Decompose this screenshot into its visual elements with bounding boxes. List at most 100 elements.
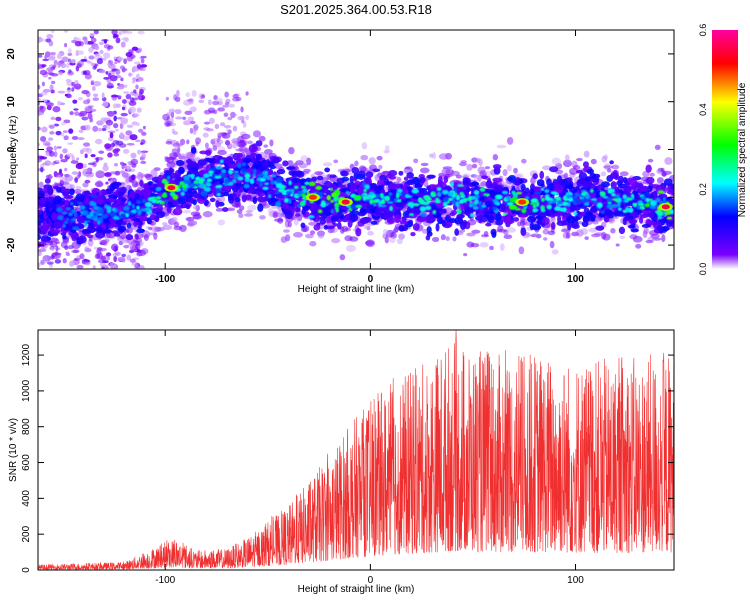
halo-blob <box>202 211 213 218</box>
noise-blob <box>101 92 105 99</box>
band-blob <box>470 181 480 186</box>
noise-blob <box>67 87 71 91</box>
noise-blob <box>121 163 125 170</box>
halo-blob <box>192 205 199 210</box>
core-blob <box>436 187 442 191</box>
band-blob <box>639 216 644 224</box>
band-blob <box>424 214 434 224</box>
band-blob <box>661 225 670 232</box>
halo-blob <box>303 168 311 173</box>
noise-blob <box>89 32 95 37</box>
halo-blob <box>153 232 158 240</box>
halo-blob <box>264 149 273 155</box>
noise-blob <box>209 110 216 114</box>
noise-blob <box>48 56 56 61</box>
halo-blob <box>635 243 642 249</box>
noise-blob <box>50 89 55 94</box>
band-blob <box>431 205 436 212</box>
noise-blob <box>76 63 82 69</box>
band-blob <box>53 220 62 230</box>
halo-blob <box>267 207 274 215</box>
noise-blob <box>215 97 223 102</box>
halo-blob <box>215 207 224 212</box>
band-blob <box>412 223 420 231</box>
noise-blob <box>54 259 62 264</box>
noise-blob <box>121 253 127 258</box>
band-blob <box>407 186 413 195</box>
halo-blob <box>496 144 507 149</box>
band-blob <box>481 175 489 180</box>
noise-blob <box>126 124 134 128</box>
noise-blob <box>92 97 99 102</box>
halo-blob <box>588 227 598 233</box>
noise-blob <box>92 265 96 269</box>
band-blob <box>337 221 342 230</box>
halo-blob <box>333 159 339 164</box>
noise-blob <box>75 185 82 190</box>
core-blob <box>71 226 80 231</box>
noise-blob <box>131 80 136 84</box>
band-blob <box>321 185 328 194</box>
band-blob <box>141 188 152 197</box>
noise-blob <box>52 64 56 69</box>
halo-blob <box>419 167 430 174</box>
band-blob <box>339 184 347 190</box>
noise-blob <box>88 55 95 60</box>
core-blob <box>275 201 282 207</box>
band-blob <box>53 196 63 204</box>
noise-blob <box>109 132 114 139</box>
core-blob <box>163 199 169 203</box>
halo-blob <box>583 150 590 158</box>
halo-blob <box>489 245 494 251</box>
noise-blob <box>133 113 140 118</box>
band-blob <box>185 204 191 210</box>
halo-blob <box>396 177 402 183</box>
band-blob <box>589 172 597 179</box>
halo-blob <box>607 217 616 224</box>
halo-blob <box>51 162 56 166</box>
noise-blob <box>107 110 115 117</box>
halo-blob <box>354 160 359 167</box>
noise-blob <box>168 108 176 114</box>
band-blob <box>172 207 183 216</box>
halo-blob <box>96 247 102 256</box>
noise-blob <box>135 84 139 90</box>
band-blob <box>302 205 311 210</box>
noise-blob <box>105 252 112 257</box>
halo-blob <box>550 215 556 223</box>
halo-blob <box>506 227 516 233</box>
noise-blob <box>107 62 111 67</box>
noise-blob <box>103 76 110 80</box>
band-blob <box>426 231 433 237</box>
halo-blob <box>134 233 139 239</box>
noise-blob <box>56 53 62 59</box>
noise-blob <box>183 120 191 126</box>
core-blob <box>649 204 657 210</box>
noise-blob <box>203 121 210 125</box>
noise-blob <box>240 115 245 122</box>
halo-blob <box>499 243 505 251</box>
band-blob <box>610 172 619 179</box>
halo-blob <box>503 234 513 240</box>
band-blob <box>485 222 492 227</box>
noise-blob <box>113 56 117 60</box>
noise-blob <box>123 58 127 65</box>
halo-blob <box>298 162 308 169</box>
band-blob <box>583 211 593 219</box>
band-blob <box>248 144 258 153</box>
halo-blob <box>492 154 499 161</box>
noise-blob <box>192 129 197 135</box>
noise-blob <box>179 138 186 146</box>
halo-blob <box>600 171 607 177</box>
band-blob <box>349 184 356 193</box>
halo-blob <box>94 181 104 188</box>
halo-blob <box>277 217 284 224</box>
noise-blob <box>65 62 70 69</box>
band-blob <box>88 222 94 230</box>
noise-blob <box>76 174 80 180</box>
noise-blob <box>170 122 177 127</box>
band-blob <box>347 219 353 228</box>
band-blob <box>615 188 621 193</box>
core-blob <box>243 183 250 189</box>
core-blob <box>553 192 559 196</box>
